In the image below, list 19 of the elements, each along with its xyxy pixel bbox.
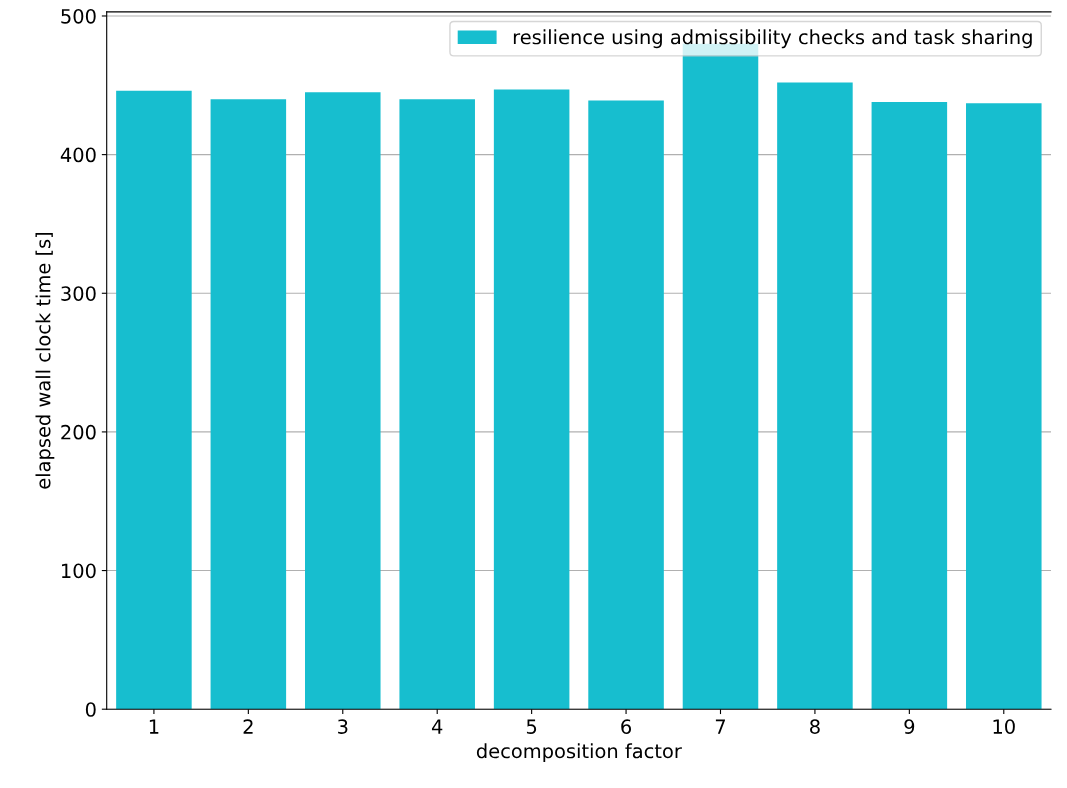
x-tick-label: 6: [621, 719, 632, 734]
legend-label: resilience using admissibility checks and task sharing: [513, 29, 1032, 49]
y-tick-label: 100: [62, 563, 96, 579]
y-tick-label: 500: [61, 8, 96, 24]
x-tick-label: 8: [810, 719, 820, 734]
x-tick-label: 9: [904, 719, 915, 734]
x-axis-title: decomposition factor: [476, 743, 682, 763]
y-tick-label: 200: [61, 424, 96, 440]
x-tick-label: 2: [243, 719, 253, 734]
x-tick-label: 3: [338, 719, 348, 734]
x-tick-label: 1: [149, 719, 159, 734]
x-tick-label: 5: [526, 719, 537, 734]
y-tick-label: 300: [61, 286, 96, 301]
x-tick-label: 4: [431, 719, 443, 734]
y-tick-label: 0: [85, 702, 96, 717]
y-tick-label: 400: [60, 147, 96, 163]
x-tick-label: 10: [993, 719, 1015, 734]
x-tick-label: 7: [715, 719, 726, 734]
y-axis-title: elapsed wall clock time [s]: [35, 232, 55, 489]
